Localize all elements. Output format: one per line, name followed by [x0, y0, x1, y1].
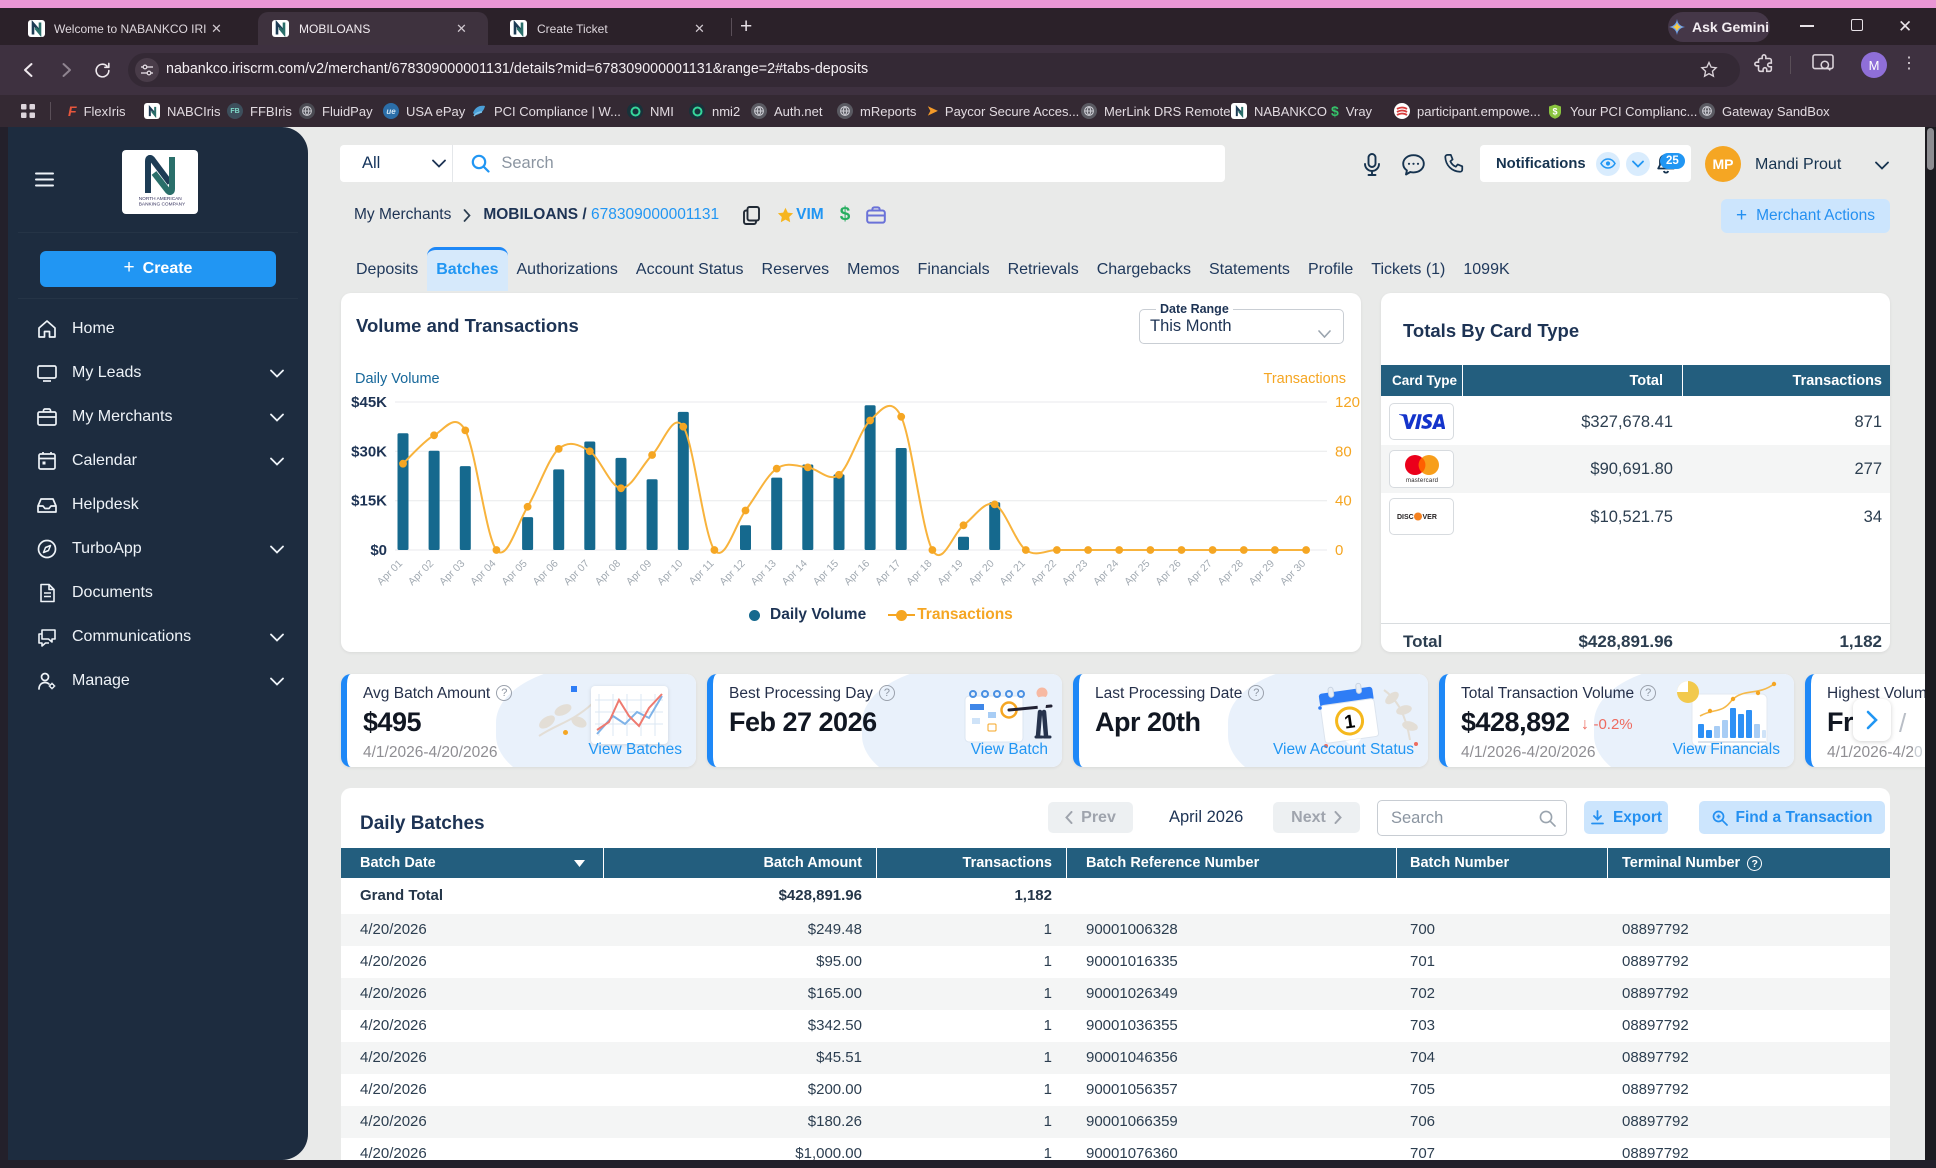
svg-text:Apr 30: Apr 30: [1278, 558, 1308, 588]
svg-text:Apr 15: Apr 15: [811, 558, 841, 588]
svg-text:Apr 19: Apr 19: [935, 558, 965, 588]
svg-text:Apr 24: Apr 24: [1091, 558, 1121, 588]
svg-text:Apr 27: Apr 27: [1184, 558, 1214, 588]
svg-text:Apr 13: Apr 13: [748, 558, 778, 588]
svg-text:40: 40: [1335, 493, 1352, 510]
svg-text:Apr 05: Apr 05: [499, 558, 529, 588]
svg-text:$0: $0: [370, 542, 387, 559]
svg-text:1: 1: [1343, 711, 1357, 733]
svg-text:Apr 03: Apr 03: [437, 558, 467, 588]
svg-text:Apr 18: Apr 18: [904, 558, 934, 588]
svg-text:DISC: DISC: [1397, 514, 1414, 521]
svg-text:Apr 09: Apr 09: [624, 558, 654, 588]
svg-text:Apr 02: Apr 02: [406, 558, 436, 588]
svg-text:Apr 25: Apr 25: [1122, 558, 1152, 588]
svg-text:VER: VER: [1422, 514, 1436, 521]
svg-text:Apr 20: Apr 20: [966, 558, 996, 588]
svg-text:120: 120: [1335, 394, 1360, 411]
svg-text:$: $: [1552, 106, 1557, 116]
svg-text:$45K: $45K: [351, 394, 387, 411]
svg-text:Apr 21: Apr 21: [998, 558, 1028, 588]
svg-text:Apr 10: Apr 10: [655, 558, 685, 588]
svg-text:Apr 11: Apr 11: [687, 558, 717, 588]
svg-text:Apr 08: Apr 08: [593, 558, 623, 588]
svg-text:Apr 06: Apr 06: [530, 558, 560, 588]
svg-text:Apr 16: Apr 16: [842, 558, 872, 588]
svg-text:Apr 07: Apr 07: [562, 558, 592, 588]
svg-text:Apr 22: Apr 22: [1029, 558, 1059, 588]
svg-text:Apr 26: Apr 26: [1153, 558, 1183, 588]
svg-text:mastercard: mastercard: [1406, 478, 1438, 484]
svg-text:Apr 14: Apr 14: [780, 558, 810, 588]
svg-text:Apr 04: Apr 04: [468, 558, 498, 588]
svg-text:Apr 12: Apr 12: [717, 558, 747, 588]
svg-text:80: 80: [1335, 443, 1352, 460]
svg-text:$30K: $30K: [351, 443, 387, 460]
svg-text:Apr 23: Apr 23: [1060, 558, 1090, 588]
svg-text:Apr 28: Apr 28: [1216, 558, 1246, 588]
svg-text:Apr 29: Apr 29: [1247, 558, 1277, 588]
svg-text:Apr 01: Apr 01: [375, 558, 405, 588]
svg-text:$15K: $15K: [351, 493, 387, 510]
svg-text:0: 0: [1335, 542, 1343, 559]
svg-text:Apr 17: Apr 17: [873, 558, 903, 588]
